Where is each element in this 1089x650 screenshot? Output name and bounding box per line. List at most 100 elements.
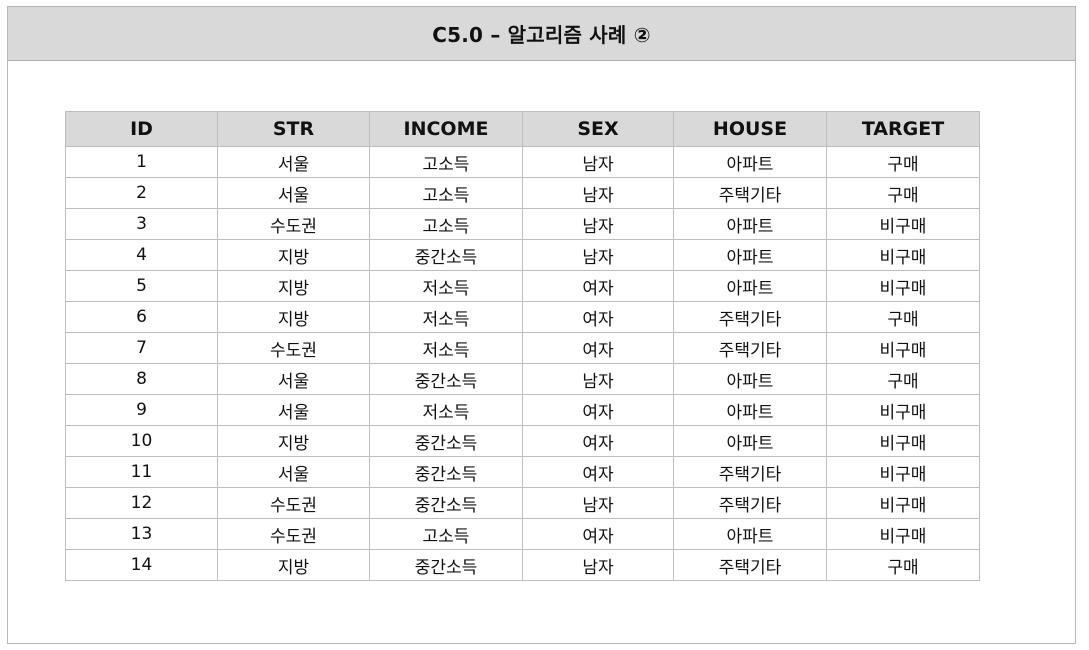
cell-sex: 남자 xyxy=(522,208,674,240)
table-row: 13 수도권 고소득 여자 아파트 비구매 xyxy=(65,518,980,550)
cell-str: 수도권 xyxy=(217,208,370,240)
cell-house: 주택기타 xyxy=(673,456,827,488)
table-row: 6 지방 저소득 여자 주택기타 구매 xyxy=(65,301,980,333)
cell-target: 구매 xyxy=(826,549,980,581)
cell-id: 13 xyxy=(65,518,218,550)
cell-income: 저소득 xyxy=(369,332,523,364)
header-id: ID xyxy=(65,111,218,147)
cell-house: 주택기타 xyxy=(673,549,827,581)
cell-target: 구매 xyxy=(826,301,980,333)
cell-house: 주택기타 xyxy=(673,332,827,364)
cell-str: 지방 xyxy=(217,239,370,271)
table-row: 8 서울 중간소득 남자 아파트 구매 xyxy=(65,363,980,395)
cell-target: 비구매 xyxy=(826,487,980,519)
cell-id: 14 xyxy=(65,549,218,581)
header-str: STR xyxy=(217,111,370,147)
cell-income: 고소득 xyxy=(369,518,523,550)
cell-target: 비구매 xyxy=(826,208,980,240)
header-house: HOUSE xyxy=(673,111,827,147)
table-row: 3 수도권 고소득 남자 아파트 비구매 xyxy=(65,208,980,240)
cell-target: 구매 xyxy=(826,146,980,178)
cell-str: 서울 xyxy=(217,146,370,178)
table-row: 12 수도권 중간소득 남자 주택기타 비구매 xyxy=(65,487,980,519)
cell-str: 지방 xyxy=(217,270,370,302)
cell-str: 수도권 xyxy=(217,487,370,519)
cell-income: 중간소득 xyxy=(369,549,523,581)
cell-id: 3 xyxy=(65,208,218,240)
cell-id: 11 xyxy=(65,456,218,488)
cell-str: 서울 xyxy=(217,363,370,395)
cell-sex: 여자 xyxy=(522,518,674,550)
cell-sex: 여자 xyxy=(522,301,674,333)
title-bar: C5.0 – 알고리즘 사례 ② xyxy=(8,7,1075,61)
cell-income: 저소득 xyxy=(369,301,523,333)
cell-sex: 여자 xyxy=(522,270,674,302)
cell-id: 12 xyxy=(65,487,218,519)
cell-income: 고소득 xyxy=(369,146,523,178)
cell-str: 지방 xyxy=(217,301,370,333)
cell-house: 주택기타 xyxy=(673,177,827,209)
cell-str: 서울 xyxy=(217,394,370,426)
data-table: ID STR INCOME SEX HOUSE TARGET 1 서울 고소득 남자 아… xyxy=(65,111,980,581)
table-header-row: ID STR INCOME SEX HOUSE TARGET xyxy=(65,111,980,147)
table-row: 5 지방 저소득 여자 아파트 비구매 xyxy=(65,270,980,302)
cell-str: 수도권 xyxy=(217,332,370,364)
cell-str: 서울 xyxy=(217,177,370,209)
cell-target: 비구매 xyxy=(826,518,980,550)
cell-income: 고소득 xyxy=(369,208,523,240)
cell-income: 중간소득 xyxy=(369,239,523,271)
cell-id: 10 xyxy=(65,425,218,457)
cell-house: 주택기타 xyxy=(673,487,827,519)
cell-str: 지방 xyxy=(217,549,370,581)
page-title: C5.0 – 알고리즘 사례 ② xyxy=(432,23,651,47)
cell-id: 8 xyxy=(65,363,218,395)
cell-income: 저소득 xyxy=(369,394,523,426)
header-target: TARGET xyxy=(826,111,980,147)
cell-target: 비구매 xyxy=(826,425,980,457)
cell-id: 7 xyxy=(65,332,218,364)
cell-str: 지방 xyxy=(217,425,370,457)
cell-str: 수도권 xyxy=(217,518,370,550)
header-sex: SEX xyxy=(522,111,674,147)
cell-sex: 남자 xyxy=(522,177,674,209)
cell-id: 2 xyxy=(65,177,218,209)
table-row: 14 지방 중간소득 남자 주택기타 구매 xyxy=(65,549,980,581)
table-row: 7 수도권 저소득 여자 주택기타 비구매 xyxy=(65,332,980,364)
cell-target: 비구매 xyxy=(826,270,980,302)
cell-sex: 남자 xyxy=(522,239,674,271)
cell-income: 저소득 xyxy=(369,270,523,302)
cell-id: 4 xyxy=(65,239,218,271)
cell-target: 비구매 xyxy=(826,332,980,364)
cell-sex: 남자 xyxy=(522,146,674,178)
cell-income: 중간소득 xyxy=(369,456,523,488)
cell-sex: 여자 xyxy=(522,394,674,426)
cell-income: 중간소득 xyxy=(369,487,523,519)
cell-sex: 여자 xyxy=(522,332,674,364)
cell-house: 아파트 xyxy=(673,270,827,302)
table-row: 11 서울 중간소득 여자 주택기타 비구매 xyxy=(65,456,980,488)
cell-house: 아파트 xyxy=(673,425,827,457)
table-row: 2 서울 고소득 남자 주택기타 구매 xyxy=(65,177,980,209)
cell-target: 비구매 xyxy=(826,394,980,426)
cell-id: 1 xyxy=(65,146,218,178)
cell-income: 중간소득 xyxy=(369,425,523,457)
cell-sex: 남자 xyxy=(522,487,674,519)
cell-house: 아파트 xyxy=(673,239,827,271)
cell-sex: 남자 xyxy=(522,549,674,581)
table-body: 1 서울 고소득 남자 아파트 구매 2 서울 고소득 남자 주택기타 구매 3 수도권 고소득 남자 아파트 비… xyxy=(65,146,980,581)
cell-income: 고소득 xyxy=(369,177,523,209)
cell-house: 아파트 xyxy=(673,363,827,395)
cell-target: 비구매 xyxy=(826,456,980,488)
cell-target: 구매 xyxy=(826,363,980,395)
table-row: 9 서울 저소득 여자 아파트 비구매 xyxy=(65,394,980,426)
table-row: 10 지방 중간소득 여자 아파트 비구매 xyxy=(65,425,980,457)
cell-house: 주택기타 xyxy=(673,301,827,333)
cell-id: 5 xyxy=(65,270,218,302)
cell-income: 중간소득 xyxy=(369,363,523,395)
cell-house: 아파트 xyxy=(673,208,827,240)
cell-sex: 여자 xyxy=(522,425,674,457)
cell-str: 서울 xyxy=(217,456,370,488)
table-row: 1 서울 고소득 남자 아파트 구매 xyxy=(65,146,980,178)
cell-sex: 남자 xyxy=(522,363,674,395)
table-row: 4 지방 중간소득 남자 아파트 비구매 xyxy=(65,239,980,271)
